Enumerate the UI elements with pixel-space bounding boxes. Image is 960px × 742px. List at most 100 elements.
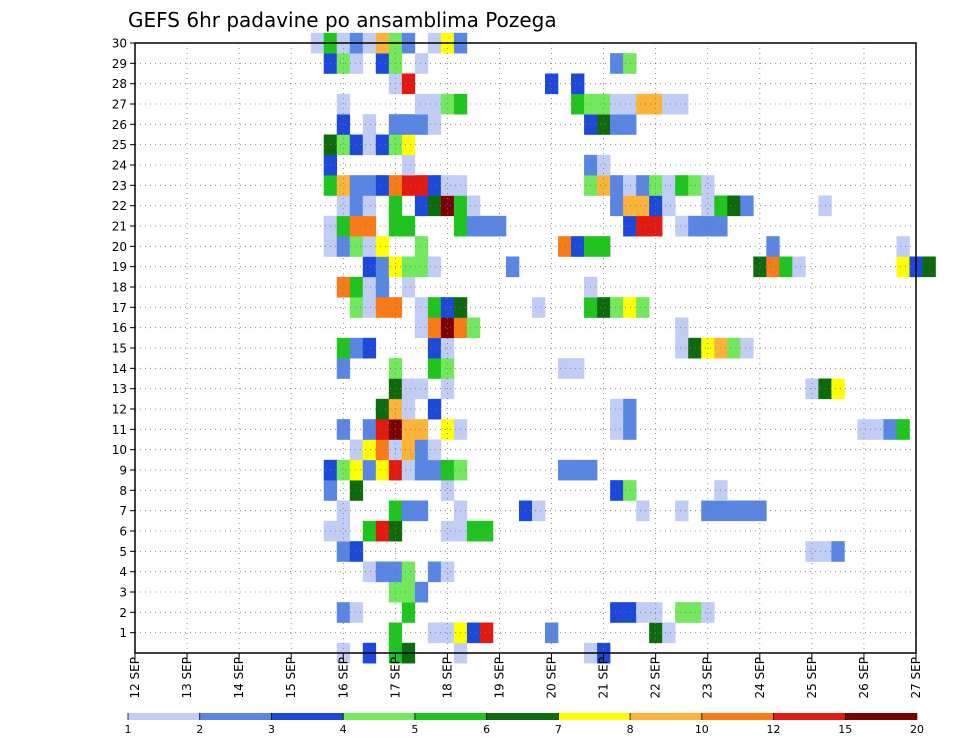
heatmap-cell	[375, 276, 390, 298]
heatmap-cell	[662, 93, 676, 115]
heatmap-cell	[375, 419, 390, 440]
heatmap-cell	[427, 297, 442, 318]
legend-label: 3	[268, 723, 275, 736]
heatmap-cell	[427, 561, 442, 583]
heatmap-cell	[401, 419, 416, 440]
heatmap-cell	[336, 520, 351, 542]
heatmap-cell	[375, 256, 390, 278]
y-tick-label: 2	[119, 606, 127, 620]
heatmap-cell	[349, 195, 364, 217]
legend-swatch	[128, 713, 201, 720]
heatmap-cell	[610, 419, 624, 440]
y-tick-label: 8	[119, 484, 127, 498]
y-tick-label: 18	[112, 281, 127, 295]
heatmap-cell	[362, 195, 377, 217]
heatmap-cell	[701, 215, 715, 237]
y-tick-label: 1	[119, 626, 127, 640]
heatmap-cell	[740, 195, 754, 217]
y-tick-label: 25	[112, 138, 127, 152]
heatmap-cell	[753, 256, 767, 278]
heatmap-cell	[440, 561, 455, 583]
heatmap-cell	[401, 215, 416, 237]
heatmap-cell	[414, 195, 429, 217]
heatmap-cell	[414, 439, 429, 461]
heatmap-cell	[766, 236, 780, 257]
heatmap-cell	[401, 561, 416, 583]
legend-label: 4	[340, 723, 347, 736]
heatmap-cell	[662, 175, 676, 196]
heatmap-cell	[336, 602, 351, 623]
heatmap-cell	[597, 93, 611, 115]
x-tick-label: 12 SEP	[128, 657, 142, 699]
heatmap-cell	[336, 500, 351, 522]
heatmap-cell	[401, 439, 416, 461]
heatmap-cell	[532, 297, 546, 318]
heatmap-cell	[336, 195, 351, 217]
y-tick-label: 3	[119, 586, 127, 600]
heatmap-cell	[375, 175, 390, 196]
heatmap-cell	[636, 175, 650, 196]
heatmap-cell	[597, 297, 611, 318]
heatmap-cell	[362, 236, 377, 257]
heatmap-cell	[427, 114, 442, 135]
heatmap-cell	[336, 459, 351, 481]
y-tick-label: 17	[112, 301, 127, 315]
heatmap-cell	[362, 459, 377, 481]
x-tick-label: 17 SEP	[388, 657, 402, 699]
heatmap-cell	[336, 175, 351, 196]
heatmap-cell	[623, 398, 637, 420]
heatmap-cell	[401, 134, 416, 156]
heatmap-cell	[623, 93, 637, 115]
heatmap-cell	[610, 53, 624, 74]
x-tick-label: 13 SEP	[180, 657, 194, 699]
heatmap-cell	[558, 358, 572, 379]
y-tick-label: 10	[112, 443, 127, 457]
heatmap-cell	[831, 378, 845, 400]
heatmap-cell	[401, 398, 416, 420]
heatmap-cell	[701, 195, 715, 217]
heatmap-cell	[349, 236, 364, 257]
heatmap-cell	[414, 419, 429, 440]
heatmap-cell	[362, 215, 377, 237]
legend-swatch	[343, 713, 416, 720]
heatmap-cell	[427, 195, 442, 217]
heatmap-cell	[336, 114, 351, 135]
y-tick-label: 24	[112, 159, 127, 173]
heatmap-cell	[362, 520, 377, 542]
y-tick-label: 30	[112, 37, 127, 51]
heatmap-cell	[401, 154, 416, 176]
heatmap-cell	[623, 195, 637, 217]
heatmap-cell	[688, 175, 702, 196]
heatmap-cell	[440, 419, 455, 440]
heatmap-cell	[610, 195, 624, 217]
heatmap-cell	[597, 154, 611, 176]
heatmap-cell	[610, 480, 624, 501]
heatmap-cell	[675, 337, 689, 359]
heatmap-cell	[727, 337, 741, 359]
legend-swatch	[486, 713, 559, 720]
heatmap-cell	[688, 602, 702, 623]
legend-swatch	[558, 713, 631, 720]
legend-label: 1	[125, 723, 132, 736]
y-tick-label: 16	[112, 321, 127, 335]
y-tick-label: 23	[112, 179, 127, 193]
legend-swatch	[773, 713, 846, 720]
x-tick-label: 16 SEP	[336, 657, 350, 699]
heatmap-cell	[401, 114, 416, 135]
heatmap-cell	[349, 53, 364, 74]
heatmap-cell	[362, 337, 377, 359]
heatmap-cell	[558, 459, 572, 481]
x-tick-label: 15 SEP	[284, 657, 298, 699]
heatmap-cell	[623, 480, 637, 501]
heatmap-cell	[623, 602, 637, 623]
heatmap-cell	[349, 134, 364, 156]
heatmap-cell	[766, 256, 780, 278]
heatmap-cell	[610, 175, 624, 196]
heatmap-cell	[440, 93, 455, 115]
heatmap-cell	[401, 581, 416, 603]
heatmap-cell	[427, 175, 442, 196]
heatmap-cell	[610, 602, 624, 623]
heatmap-cell	[636, 215, 650, 237]
heatmap-cell	[375, 236, 390, 257]
y-tick-label: 6	[119, 525, 127, 539]
